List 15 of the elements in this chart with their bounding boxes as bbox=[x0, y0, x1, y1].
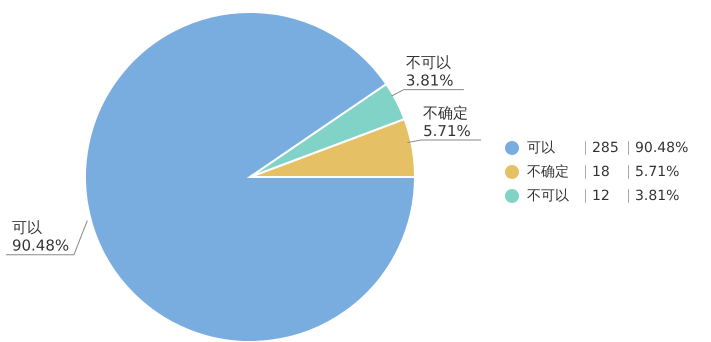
slice-label: 不可以 bbox=[406, 54, 451, 72]
slice-label: 可以 bbox=[12, 218, 42, 237]
slice-label: 不确定 bbox=[423, 104, 468, 122]
text: 12 bbox=[592, 187, 611, 206]
data-label: 3.81% bbox=[406, 72, 454, 90]
text: 18 bbox=[592, 163, 611, 182]
text: 3.81% bbox=[635, 188, 680, 204]
legend-label: 不确定 bbox=[527, 163, 570, 182]
text: 5.71% bbox=[635, 164, 680, 180]
text: 90.48% bbox=[635, 140, 688, 156]
data-label: 5.71% bbox=[423, 122, 471, 140]
data-label: 90.48% bbox=[12, 236, 70, 255]
legend-label: 可以 bbox=[527, 139, 556, 158]
legend-label: 不可以 bbox=[527, 187, 570, 206]
text: 285 bbox=[592, 139, 620, 158]
